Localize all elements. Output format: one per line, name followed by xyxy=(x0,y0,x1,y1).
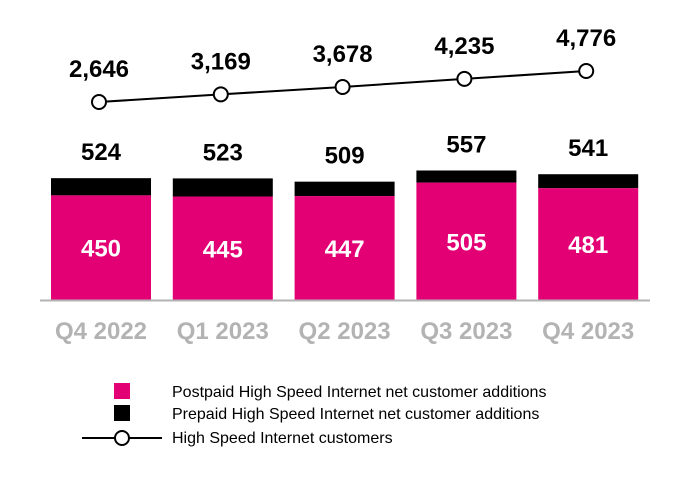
bar-postpaid xyxy=(172,196,273,300)
bar-postpaid xyxy=(538,188,639,300)
bar-postpaid xyxy=(416,182,517,300)
legend-swatch-prepaid xyxy=(114,405,130,421)
line-point xyxy=(212,86,229,103)
x-tick-label: Q2 2023 xyxy=(299,318,391,345)
bar-postpaid-label: 445 xyxy=(203,236,243,263)
bar-prepaid xyxy=(294,181,395,197)
x-tick-label: Q4 2023 xyxy=(542,318,634,345)
bar-postpaid-label: 450 xyxy=(81,236,121,263)
bar-total-label: 509 xyxy=(325,143,365,170)
bar-total-label: 541 xyxy=(568,135,608,162)
legend-label-postpaid: Postpaid High Speed Internet net custome… xyxy=(172,384,546,401)
bar-prepaid xyxy=(538,174,639,189)
legend-line-marker xyxy=(114,430,130,446)
legend-label-prepaid: Prepaid High Speed Internet net customer… xyxy=(172,406,539,423)
line-point xyxy=(334,78,351,95)
legend-swatch-postpaid xyxy=(114,383,130,399)
bar-prepaid xyxy=(416,170,517,183)
bar-total-label: 524 xyxy=(81,139,122,166)
x-tick-label: Q4 2022 xyxy=(55,318,147,345)
bar-postpaid xyxy=(294,196,395,300)
bar-postpaid-label: 447 xyxy=(325,236,365,263)
line-point-label: 3,169 xyxy=(191,48,251,75)
line-point-label: 4,235 xyxy=(434,33,494,60)
bar-total-label: 523 xyxy=(203,139,243,166)
x-tick-label: Q3 2023 xyxy=(420,318,512,345)
bar-postpaid-label: 481 xyxy=(568,232,608,259)
legend-label-line: High Speed Internet customers xyxy=(172,430,393,447)
line-point xyxy=(91,94,107,110)
line-point-label: 3,678 xyxy=(313,41,373,68)
line-point xyxy=(578,63,595,80)
bar-total-label: 557 xyxy=(446,131,486,158)
line-point-label: 4,776 xyxy=(556,25,616,52)
x-tick-label: Q1 2023 xyxy=(177,318,269,345)
line-point xyxy=(456,70,473,87)
line-point-label: 2,646 xyxy=(69,56,129,83)
bar-postpaid-label: 505 xyxy=(446,229,486,256)
bar-prepaid xyxy=(51,178,151,196)
bar-prepaid xyxy=(172,178,273,197)
bar-postpaid xyxy=(51,195,151,300)
